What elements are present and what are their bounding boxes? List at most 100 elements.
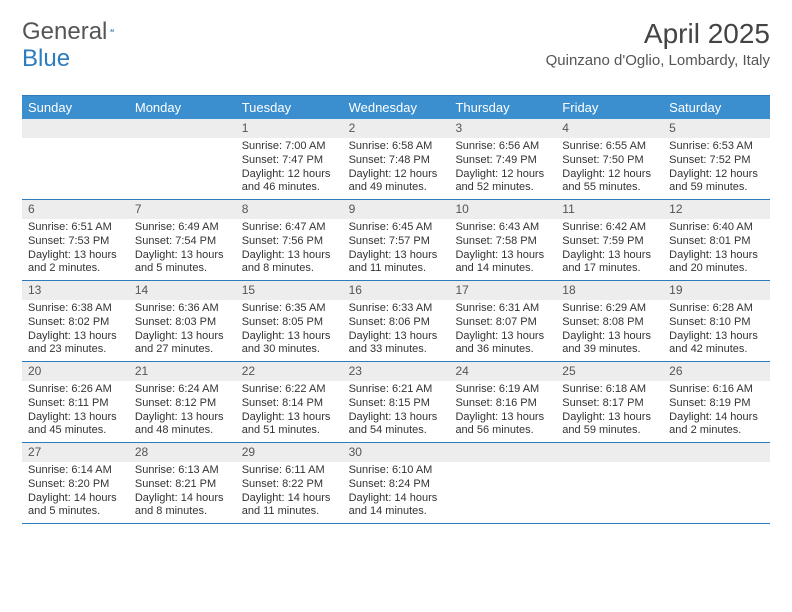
day-number: 27 xyxy=(22,443,129,462)
sunset-text: Sunset: 8:11 PM xyxy=(28,397,123,411)
day-number: 23 xyxy=(343,362,450,381)
day-number xyxy=(129,119,236,138)
sunrise-text: Sunrise: 6:29 AM xyxy=(562,302,657,316)
day-body: Sunrise: 6:58 AMSunset: 7:48 PMDaylight:… xyxy=(343,138,450,199)
day-body: Sunrise: 6:35 AMSunset: 8:05 PMDaylight:… xyxy=(236,300,343,361)
day-number xyxy=(449,443,556,462)
sunrise-text: Sunrise: 6:33 AM xyxy=(349,302,444,316)
day-number xyxy=(22,119,129,138)
sunset-text: Sunset: 7:48 PM xyxy=(349,154,444,168)
daylight2-text: and 52 minutes. xyxy=(455,181,550,195)
week-row: 13Sunrise: 6:38 AMSunset: 8:02 PMDayligh… xyxy=(22,281,770,362)
sunrise-text: Sunrise: 6:51 AM xyxy=(28,221,123,235)
day-cell: 19Sunrise: 6:28 AMSunset: 8:10 PMDayligh… xyxy=(663,281,770,361)
day-number: 13 xyxy=(22,281,129,300)
daylight2-text: and 17 minutes. xyxy=(562,262,657,276)
weekday-wednesday: Wednesday xyxy=(343,96,450,119)
day-cell: 9Sunrise: 6:45 AMSunset: 7:57 PMDaylight… xyxy=(343,200,450,280)
daylight2-text: and 11 minutes. xyxy=(242,505,337,519)
day-cell: 27Sunrise: 6:14 AMSunset: 8:20 PMDayligh… xyxy=(22,443,129,523)
daylight1-text: Daylight: 14 hours xyxy=(242,492,337,506)
day-number: 3 xyxy=(449,119,556,138)
day-cell: 26Sunrise: 6:16 AMSunset: 8:19 PMDayligh… xyxy=(663,362,770,442)
daylight2-text: and 51 minutes. xyxy=(242,424,337,438)
day-number: 9 xyxy=(343,200,450,219)
weekday-sunday: Sunday xyxy=(22,96,129,119)
sunrise-text: Sunrise: 7:00 AM xyxy=(242,140,337,154)
day-cell: 13Sunrise: 6:38 AMSunset: 8:02 PMDayligh… xyxy=(22,281,129,361)
day-number: 8 xyxy=(236,200,343,219)
day-cell: 2Sunrise: 6:58 AMSunset: 7:48 PMDaylight… xyxy=(343,119,450,199)
daylight1-text: Daylight: 13 hours xyxy=(135,249,230,263)
day-number xyxy=(556,443,663,462)
daylight1-text: Daylight: 12 hours xyxy=(349,168,444,182)
day-number: 20 xyxy=(22,362,129,381)
sunset-text: Sunset: 8:17 PM xyxy=(562,397,657,411)
sunset-text: Sunset: 7:49 PM xyxy=(455,154,550,168)
day-body: Sunrise: 6:42 AMSunset: 7:59 PMDaylight:… xyxy=(556,219,663,280)
day-body: Sunrise: 6:51 AMSunset: 7:53 PMDaylight:… xyxy=(22,219,129,280)
day-cell xyxy=(22,119,129,199)
daylight2-text: and 2 minutes. xyxy=(669,424,764,438)
daylight2-text: and 5 minutes. xyxy=(28,505,123,519)
sunset-text: Sunset: 7:56 PM xyxy=(242,235,337,249)
sunset-text: Sunset: 7:47 PM xyxy=(242,154,337,168)
daylight1-text: Daylight: 13 hours xyxy=(669,249,764,263)
day-number: 29 xyxy=(236,443,343,462)
day-body: Sunrise: 6:13 AMSunset: 8:21 PMDaylight:… xyxy=(129,462,236,523)
sunset-text: Sunset: 8:15 PM xyxy=(349,397,444,411)
daylight2-text: and 20 minutes. xyxy=(669,262,764,276)
sunset-text: Sunset: 8:08 PM xyxy=(562,316,657,330)
day-body: Sunrise: 6:22 AMSunset: 8:14 PMDaylight:… xyxy=(236,381,343,442)
day-number: 18 xyxy=(556,281,663,300)
daylight1-text: Daylight: 14 hours xyxy=(135,492,230,506)
day-body: Sunrise: 6:33 AMSunset: 8:06 PMDaylight:… xyxy=(343,300,450,361)
day-cell: 5Sunrise: 6:53 AMSunset: 7:52 PMDaylight… xyxy=(663,119,770,199)
day-body: Sunrise: 6:19 AMSunset: 8:16 PMDaylight:… xyxy=(449,381,556,442)
daylight2-text: and 2 minutes. xyxy=(28,262,123,276)
weeks-container: 1Sunrise: 7:00 AMSunset: 7:47 PMDaylight… xyxy=(22,119,770,524)
sunset-text: Sunset: 8:07 PM xyxy=(455,316,550,330)
sunset-text: Sunset: 8:21 PM xyxy=(135,478,230,492)
daylight1-text: Daylight: 13 hours xyxy=(455,330,550,344)
weekday-saturday: Saturday xyxy=(663,96,770,119)
day-cell: 21Sunrise: 6:24 AMSunset: 8:12 PMDayligh… xyxy=(129,362,236,442)
sunset-text: Sunset: 7:57 PM xyxy=(349,235,444,249)
sunrise-text: Sunrise: 6:24 AM xyxy=(135,383,230,397)
weekday-monday: Monday xyxy=(129,96,236,119)
daylight2-text: and 11 minutes. xyxy=(349,262,444,276)
month-title: April 2025 xyxy=(546,18,770,50)
sunrise-text: Sunrise: 6:53 AM xyxy=(669,140,764,154)
day-cell: 28Sunrise: 6:13 AMSunset: 8:21 PMDayligh… xyxy=(129,443,236,523)
sunrise-text: Sunrise: 6:40 AM xyxy=(669,221,764,235)
calendar-page: General April 2025 Quinzano d'Oglio, Lom… xyxy=(0,0,792,612)
sunrise-text: Sunrise: 6:18 AM xyxy=(562,383,657,397)
week-row: 20Sunrise: 6:26 AMSunset: 8:11 PMDayligh… xyxy=(22,362,770,443)
daylight1-text: Daylight: 12 hours xyxy=(242,168,337,182)
day-cell xyxy=(663,443,770,523)
sunrise-text: Sunrise: 6:22 AM xyxy=(242,383,337,397)
day-body: Sunrise: 6:43 AMSunset: 7:58 PMDaylight:… xyxy=(449,219,556,280)
day-cell: 11Sunrise: 6:42 AMSunset: 7:59 PMDayligh… xyxy=(556,200,663,280)
daylight2-text: and 59 minutes. xyxy=(562,424,657,438)
sunrise-text: Sunrise: 6:19 AM xyxy=(455,383,550,397)
sunrise-text: Sunrise: 6:11 AM xyxy=(242,464,337,478)
day-cell: 10Sunrise: 6:43 AMSunset: 7:58 PMDayligh… xyxy=(449,200,556,280)
sunset-text: Sunset: 7:50 PM xyxy=(562,154,657,168)
daylight1-text: Daylight: 12 hours xyxy=(562,168,657,182)
week-row: 27Sunrise: 6:14 AMSunset: 8:20 PMDayligh… xyxy=(22,443,770,524)
day-body: Sunrise: 6:10 AMSunset: 8:24 PMDaylight:… xyxy=(343,462,450,523)
day-cell: 3Sunrise: 6:56 AMSunset: 7:49 PMDaylight… xyxy=(449,119,556,199)
weekday-friday: Friday xyxy=(556,96,663,119)
day-body: Sunrise: 6:45 AMSunset: 7:57 PMDaylight:… xyxy=(343,219,450,280)
daylight2-text: and 8 minutes. xyxy=(135,505,230,519)
sail-icon xyxy=(110,21,114,39)
day-body: Sunrise: 6:11 AMSunset: 8:22 PMDaylight:… xyxy=(236,462,343,523)
daylight2-text: and 55 minutes. xyxy=(562,181,657,195)
daylight1-text: Daylight: 12 hours xyxy=(455,168,550,182)
day-cell: 7Sunrise: 6:49 AMSunset: 7:54 PMDaylight… xyxy=(129,200,236,280)
day-number: 7 xyxy=(129,200,236,219)
sunrise-text: Sunrise: 6:55 AM xyxy=(562,140,657,154)
daylight1-text: Daylight: 13 hours xyxy=(135,330,230,344)
day-body: Sunrise: 6:14 AMSunset: 8:20 PMDaylight:… xyxy=(22,462,129,523)
